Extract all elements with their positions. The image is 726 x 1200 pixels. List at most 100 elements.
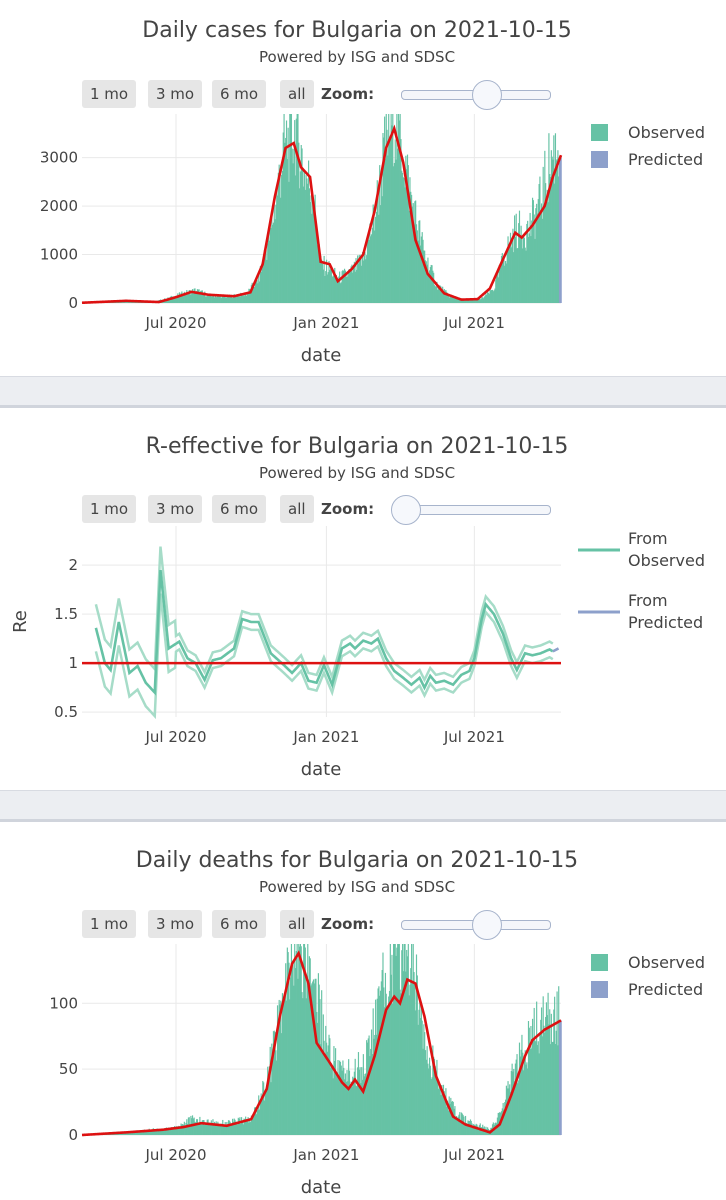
- observed-bar: [187, 292, 190, 303]
- observed-bar: [426, 1046, 428, 1135]
- observed-bar: [451, 296, 454, 303]
- observed-bar: [308, 979, 310, 1135]
- observed-bar: [288, 962, 290, 1135]
- observed-bar: [510, 1070, 512, 1135]
- observed-bar: [413, 972, 415, 1135]
- observed-bar: [281, 993, 284, 1135]
- predicted-bar: [559, 160, 561, 303]
- observed-bar: [173, 298, 175, 303]
- observed-bar: [523, 237, 525, 303]
- x-tick-label: Jul 2020: [144, 728, 206, 746]
- observed-bar: [175, 1126, 177, 1135]
- observed-bar: [180, 1123, 182, 1135]
- observed-bar: [267, 1083, 270, 1135]
- observed-bar: [495, 279, 497, 303]
- observed-bar: [417, 1024, 419, 1135]
- observed-bar: [285, 963, 287, 1135]
- range-1mo-button[interactable]: 1 mo: [82, 910, 137, 938]
- observed-bar: [411, 206, 413, 303]
- range-6mo-button[interactable]: 6 mo: [212, 495, 267, 523]
- observed-bar: [169, 1128, 171, 1135]
- observed-bar: [231, 1124, 233, 1135]
- observed-bar: [284, 142, 286, 303]
- observed-bar: [503, 1109, 505, 1135]
- observed-bar: [500, 255, 503, 303]
- observed-bar: [203, 1120, 205, 1135]
- observed-bar: [270, 227, 272, 303]
- observed-bar: [381, 970, 383, 1135]
- observed-bar: [478, 298, 481, 303]
- observed-bar: [344, 1073, 346, 1135]
- zoom-slider-handle[interactable]: [472, 910, 503, 940]
- range-6mo-button[interactable]: 6 mo: [212, 80, 267, 108]
- observed-bar: [451, 1101, 453, 1135]
- observed-bar: [354, 271, 356, 303]
- observed-bar: [479, 299, 481, 303]
- observed-bar: [464, 299, 467, 303]
- observed-bar: [395, 159, 397, 303]
- observed-bar: [292, 961, 294, 1135]
- zoom-label: Zoom:: [321, 915, 375, 933]
- range-1mo-button[interactable]: 1 mo: [82, 80, 137, 108]
- observed-bar: [268, 1066, 270, 1135]
- observed-bar: [345, 1081, 347, 1135]
- observed-bar: [375, 1034, 378, 1135]
- observed-bar: [514, 215, 516, 303]
- zoom-slider-handle[interactable]: [472, 80, 503, 110]
- observed-bar: [466, 1124, 468, 1135]
- observed-bar: [360, 257, 362, 303]
- observed-bar: [309, 958, 311, 1135]
- observed-bar: [515, 1059, 517, 1135]
- observed-bar: [389, 944, 391, 1135]
- observed-bar: [354, 1058, 356, 1135]
- y-tick-label: 2: [68, 556, 78, 574]
- range-all-button[interactable]: all: [280, 910, 314, 938]
- observed-bar: [326, 274, 328, 303]
- observed-bar: [374, 230, 376, 303]
- range-all-button[interactable]: all: [280, 80, 314, 108]
- y-tick-label: 3000: [40, 149, 78, 167]
- observed-bar: [474, 298, 476, 303]
- observed-bar: [421, 232, 423, 303]
- observed-bar: [553, 135, 555, 303]
- observed-bar: [259, 1101, 261, 1135]
- observed-bar: [440, 286, 442, 303]
- observed-bar: [181, 291, 183, 303]
- range-3mo-button[interactable]: 3 mo: [148, 495, 203, 523]
- observed-bar: [375, 211, 378, 303]
- observed-bar: [401, 170, 403, 303]
- observed-bar: [311, 213, 313, 303]
- observed-bar: [509, 1084, 511, 1135]
- observed-bar: [371, 1054, 373, 1135]
- observed-bar: [251, 1116, 253, 1135]
- observed-bar: [448, 297, 450, 303]
- observed-bar: [407, 165, 409, 303]
- observed-bar: [256, 279, 258, 303]
- observed-bar: [138, 1130, 140, 1135]
- observed-bar: [443, 289, 445, 303]
- observed-bar: [199, 294, 201, 303]
- observed-bar: [329, 1038, 331, 1135]
- observed-bar: [406, 169, 408, 303]
- observed-bar: [241, 295, 243, 303]
- observed-bar: [491, 289, 493, 303]
- observed-bar: [472, 1125, 474, 1135]
- observed-bar: [153, 1129, 155, 1135]
- range-3mo-button[interactable]: 3 mo: [148, 80, 203, 108]
- observed-bar: [277, 1019, 279, 1135]
- observed-bar: [446, 1106, 448, 1135]
- observed-bar: [334, 1060, 336, 1135]
- range-all-button[interactable]: all: [280, 495, 314, 523]
- observed-bar: [239, 1117, 241, 1135]
- zoom-slider-handle[interactable]: [391, 495, 421, 525]
- observed-bar: [361, 252, 364, 303]
- legend-observed-label: Observed: [628, 953, 705, 972]
- observed-bar: [267, 228, 270, 303]
- range-3mo-button[interactable]: 3 mo: [148, 910, 203, 938]
- range-1mo-button[interactable]: 1 mo: [82, 495, 137, 523]
- observed-bar: [174, 1128, 176, 1135]
- range-6mo-button[interactable]: 6 mo: [212, 910, 267, 938]
- observed-bar: [476, 299, 478, 303]
- observed-bar: [261, 263, 263, 303]
- observed-bar: [424, 250, 426, 303]
